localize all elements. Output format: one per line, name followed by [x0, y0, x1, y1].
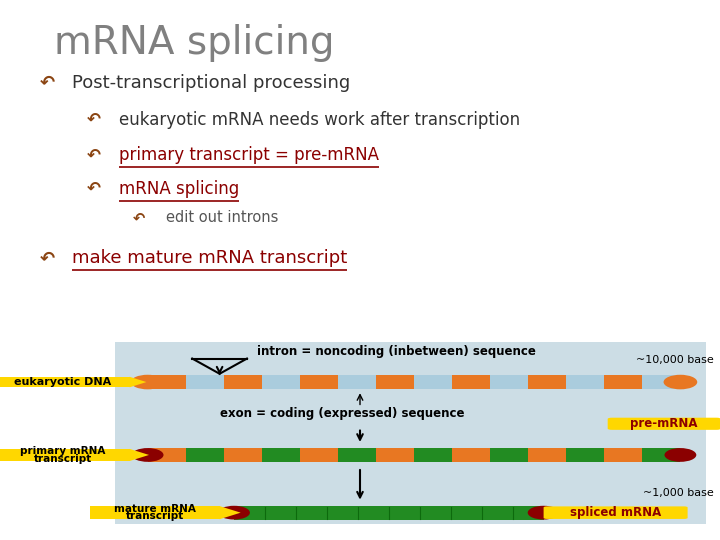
Bar	[300, 448, 338, 462]
FancyBboxPatch shape	[0, 377, 130, 387]
FancyBboxPatch shape	[115, 341, 706, 524]
Bar	[490, 448, 528, 462]
Text: exon = coding (expressed) sequence: exon = coding (expressed) sequence	[220, 407, 464, 420]
Bar	[296, 506, 327, 519]
Bar	[338, 375, 376, 389]
Text: make mature mRNA transcript: make mature mRNA transcript	[72, 249, 347, 267]
Text: mature mRNA: mature mRNA	[114, 504, 196, 514]
Bar	[414, 375, 452, 389]
Bar	[420, 506, 451, 519]
Ellipse shape	[132, 448, 163, 462]
Bar	[224, 448, 262, 462]
Text: Post-transcriptional processing: Post-transcriptional processing	[72, 73, 350, 92]
Bar	[148, 375, 186, 389]
Text: spliced mRNA: spliced mRNA	[570, 506, 661, 519]
Bar	[234, 506, 265, 519]
Bar	[604, 375, 642, 389]
Text: intron = noncoding (inbetween) sequence: intron = noncoding (inbetween) sequence	[256, 345, 536, 357]
Polygon shape	[220, 506, 240, 519]
Bar	[262, 448, 300, 462]
Bar	[376, 375, 414, 389]
Text: edit out introns: edit out introns	[166, 210, 278, 225]
Bar	[389, 506, 420, 519]
Ellipse shape	[218, 506, 250, 519]
Text: transcript: transcript	[126, 511, 184, 521]
Bar	[513, 506, 544, 519]
Text: primary transcript = pre-mRNA: primary transcript = pre-mRNA	[119, 146, 379, 164]
Bar	[642, 375, 680, 389]
Bar	[482, 506, 513, 519]
Text: eukaryotic DNA: eukaryotic DNA	[14, 377, 112, 387]
Bar	[186, 375, 224, 389]
Bar	[262, 375, 300, 389]
Bar	[265, 506, 296, 519]
Text: ↶: ↶	[40, 73, 55, 92]
Bar	[376, 448, 414, 462]
Ellipse shape	[131, 375, 164, 389]
FancyBboxPatch shape	[0, 449, 130, 461]
Bar	[414, 448, 452, 462]
Text: eukaryotic mRNA needs work after transcription: eukaryotic mRNA needs work after transcr…	[119, 111, 520, 129]
Text: ↶: ↶	[133, 210, 145, 225]
Text: primary mRNA: primary mRNA	[20, 446, 106, 456]
Bar	[186, 448, 224, 462]
FancyBboxPatch shape	[90, 506, 220, 519]
Bar	[528, 375, 566, 389]
Text: ~1,000 base: ~1,000 base	[644, 488, 714, 498]
Bar	[358, 506, 389, 519]
FancyBboxPatch shape	[0, 0, 720, 341]
Bar	[451, 506, 482, 519]
Text: ↶: ↶	[86, 146, 100, 164]
Bar	[528, 448, 566, 462]
Text: ~10,000 base: ~10,000 base	[636, 355, 714, 365]
Bar	[452, 375, 490, 389]
Bar	[224, 375, 262, 389]
Text: mRNA splicing: mRNA splicing	[54, 24, 335, 62]
Bar	[148, 448, 186, 462]
FancyBboxPatch shape	[544, 507, 688, 519]
Text: pre-mRNA: pre-mRNA	[630, 417, 698, 430]
Bar	[338, 448, 376, 462]
Bar	[490, 375, 528, 389]
Ellipse shape	[664, 375, 697, 389]
Text: mRNA splicing: mRNA splicing	[119, 180, 239, 198]
Text: ↶: ↶	[86, 180, 100, 198]
Polygon shape	[130, 449, 149, 461]
Bar	[452, 448, 490, 462]
Ellipse shape	[528, 506, 559, 519]
Bar	[566, 448, 604, 462]
Text: ↶: ↶	[40, 249, 55, 267]
Bar	[566, 375, 604, 389]
Bar	[604, 448, 642, 462]
Bar	[327, 506, 358, 519]
Text: transcript: transcript	[34, 454, 92, 464]
Text: ↶: ↶	[86, 111, 100, 129]
Bar	[300, 375, 338, 389]
Bar	[642, 448, 680, 462]
Ellipse shape	[665, 448, 696, 462]
FancyBboxPatch shape	[608, 418, 720, 430]
Polygon shape	[130, 377, 146, 387]
